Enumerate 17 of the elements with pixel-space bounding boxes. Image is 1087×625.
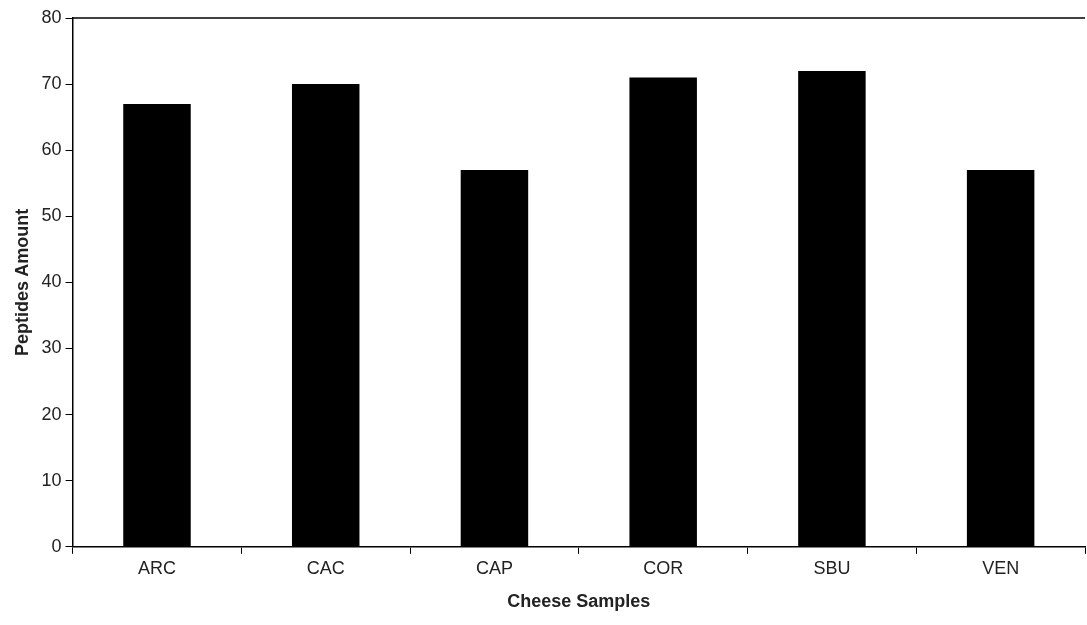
- x-tick-label: VEN: [982, 557, 1020, 578]
- x-tick-label: CAC: [306, 557, 345, 578]
- y-tick-label: 80: [41, 6, 62, 27]
- y-tick-label: 50: [41, 205, 62, 226]
- y-tick-label: 40: [41, 271, 62, 292]
- x-axis-title: Cheese Samples: [507, 591, 651, 612]
- y-tick-label: 0: [51, 535, 62, 556]
- y-tick-label: 30: [41, 337, 62, 358]
- y-tick-label: 20: [41, 403, 62, 424]
- x-tick-label: ARC: [137, 557, 176, 578]
- y-tick-label: 70: [41, 73, 62, 94]
- y-tick-label: 10: [41, 469, 62, 490]
- x-tick-label: CAP: [475, 557, 513, 578]
- y-tick-label: 60: [41, 139, 62, 160]
- x-tick-label: COR: [643, 557, 684, 578]
- y-axis-title: Peptides Amount: [11, 208, 32, 357]
- x-tick-label: SBU: [813, 557, 851, 578]
